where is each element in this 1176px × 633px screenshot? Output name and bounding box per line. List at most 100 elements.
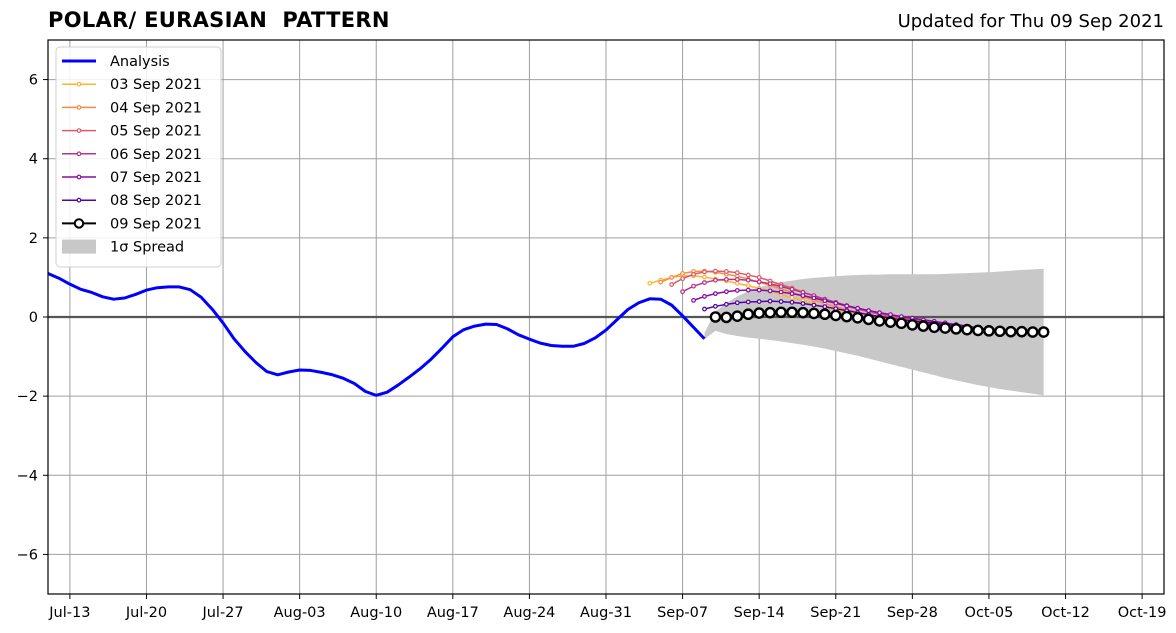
analysis-series [47, 272, 706, 397]
forecast-point [734, 300, 740, 306]
forecast-point [734, 277, 740, 282]
forecast-point [680, 276, 685, 282]
forecast-point [811, 302, 817, 308]
forecast-point [658, 279, 664, 285]
y-tick-label: 6 [29, 73, 38, 89]
x-tick-label: Aug-10 [350, 605, 402, 621]
forecast-point [702, 306, 707, 312]
forecast-point [778, 289, 784, 295]
x-tick-label: Sep-14 [734, 605, 785, 621]
x-tick-label: Aug-03 [274, 605, 326, 621]
forecast-point [939, 322, 951, 334]
updated-date-label: Updated for Thu 09 Sep 2021 [897, 11, 1164, 32]
forecast-point [950, 323, 962, 335]
spread-area [704, 268, 1044, 396]
forecast-point [789, 295, 795, 301]
forecast-point [713, 291, 718, 297]
legend-label-forecast: 07 Sep 2021 [110, 170, 202, 186]
legend-label-forecast: 09 Sep 2021 [110, 216, 202, 232]
forecast-point [734, 280, 740, 286]
forecast-point [720, 311, 733, 324]
x-tick-label: Oct-19 [1118, 605, 1167, 621]
forecast-point [702, 269, 707, 275]
forecast-point [789, 299, 795, 305]
forecast-series [647, 268, 1050, 338]
forecast-point [702, 294, 707, 299]
forecast-point [756, 287, 762, 293]
legend-marker [76, 151, 82, 157]
x-tick-label: Aug-24 [503, 605, 555, 621]
legend-label-forecast: 08 Sep 2021 [110, 193, 202, 209]
legend-swatch-spread [62, 239, 96, 254]
forecast-point [680, 271, 685, 276]
forecast-point [906, 319, 919, 331]
x-tick-label: Sep-28 [887, 605, 938, 621]
forecast-point [789, 291, 795, 297]
forecast-point [972, 324, 984, 337]
forecast-point [734, 270, 740, 276]
forecast-point [873, 315, 886, 327]
forecast-point [753, 307, 765, 319]
y-axis-ticks: −6 −4 −2 0 2 4 6 [17, 73, 48, 563]
forecast-point [767, 288, 773, 294]
forecast-point [895, 317, 908, 330]
forecast-series-09-sep-2021 [709, 306, 1050, 338]
y-tick-label: −6 [17, 547, 38, 563]
forecast-point [647, 280, 653, 286]
y-tick-label: 4 [29, 152, 38, 168]
forecast-point [775, 306, 787, 319]
forecast-point [756, 275, 762, 280]
legend: Analysis 03 Sep 2021 04 Sep 2021 05 Sep 202… [55, 46, 222, 268]
legend-marker [76, 197, 82, 203]
x-tick-label: Oct-12 [1041, 605, 1090, 621]
x-tick-label: Aug-31 [580, 605, 632, 621]
x-tick-label: Jul-13 [48, 605, 90, 621]
forecast-point [866, 308, 871, 314]
forecast-point [877, 310, 882, 316]
forecast-point [840, 310, 853, 323]
forecast-line [704, 300, 1000, 331]
forecast-point [723, 277, 729, 282]
forecast-point [778, 284, 784, 289]
legend-label-spread: 1σ Spread [110, 240, 184, 256]
legend-marker [76, 81, 82, 87]
forecast-point [1005, 325, 1017, 338]
forecast-point [745, 299, 751, 305]
analysis-line [47, 272, 706, 397]
x-axis-ticks: Jul-13 Jul-20 Jul-27 Aug-03 Aug-10 Aug-17 Aug-… [48, 594, 1167, 621]
legend-marker [76, 104, 82, 110]
forecast-point [786, 306, 798, 319]
forecast-point [691, 297, 696, 303]
forecast-point [822, 298, 828, 304]
forecast-point [745, 277, 751, 283]
forecast-point [800, 301, 806, 306]
forecast-point [734, 288, 740, 293]
forecast-point [829, 309, 842, 322]
legend-label-forecast: 03 Sep 2021 [110, 77, 202, 93]
x-tick-label: Aug-17 [427, 605, 479, 621]
forecast-point [742, 308, 755, 321]
x-tick-label: Jul-20 [125, 605, 167, 621]
x-tick-label: Oct-05 [965, 605, 1014, 621]
y-tick-label: 0 [29, 310, 38, 326]
forecast-point [702, 274, 707, 280]
forecast-point [961, 323, 973, 336]
forecast-point [767, 298, 773, 304]
forecast-point [669, 282, 675, 287]
forecast-point [862, 313, 875, 326]
forecast-point [819, 308, 831, 321]
forecast-point [983, 325, 995, 337]
forecast-point [928, 321, 941, 334]
forecast-point [745, 287, 751, 293]
chart-title: POLAR/ EURASIAN PATTERN [48, 8, 390, 32]
forecast-point [884, 316, 897, 328]
forecast-point [669, 275, 675, 280]
forecast-point [723, 289, 729, 295]
forecast-point [756, 299, 762, 304]
forecast-point [778, 299, 784, 304]
forecast-point [723, 269, 729, 274]
forecast-point [851, 311, 864, 324]
forecast-point [789, 286, 795, 292]
forecast-point [691, 271, 696, 277]
forecast-point [713, 268, 718, 274]
